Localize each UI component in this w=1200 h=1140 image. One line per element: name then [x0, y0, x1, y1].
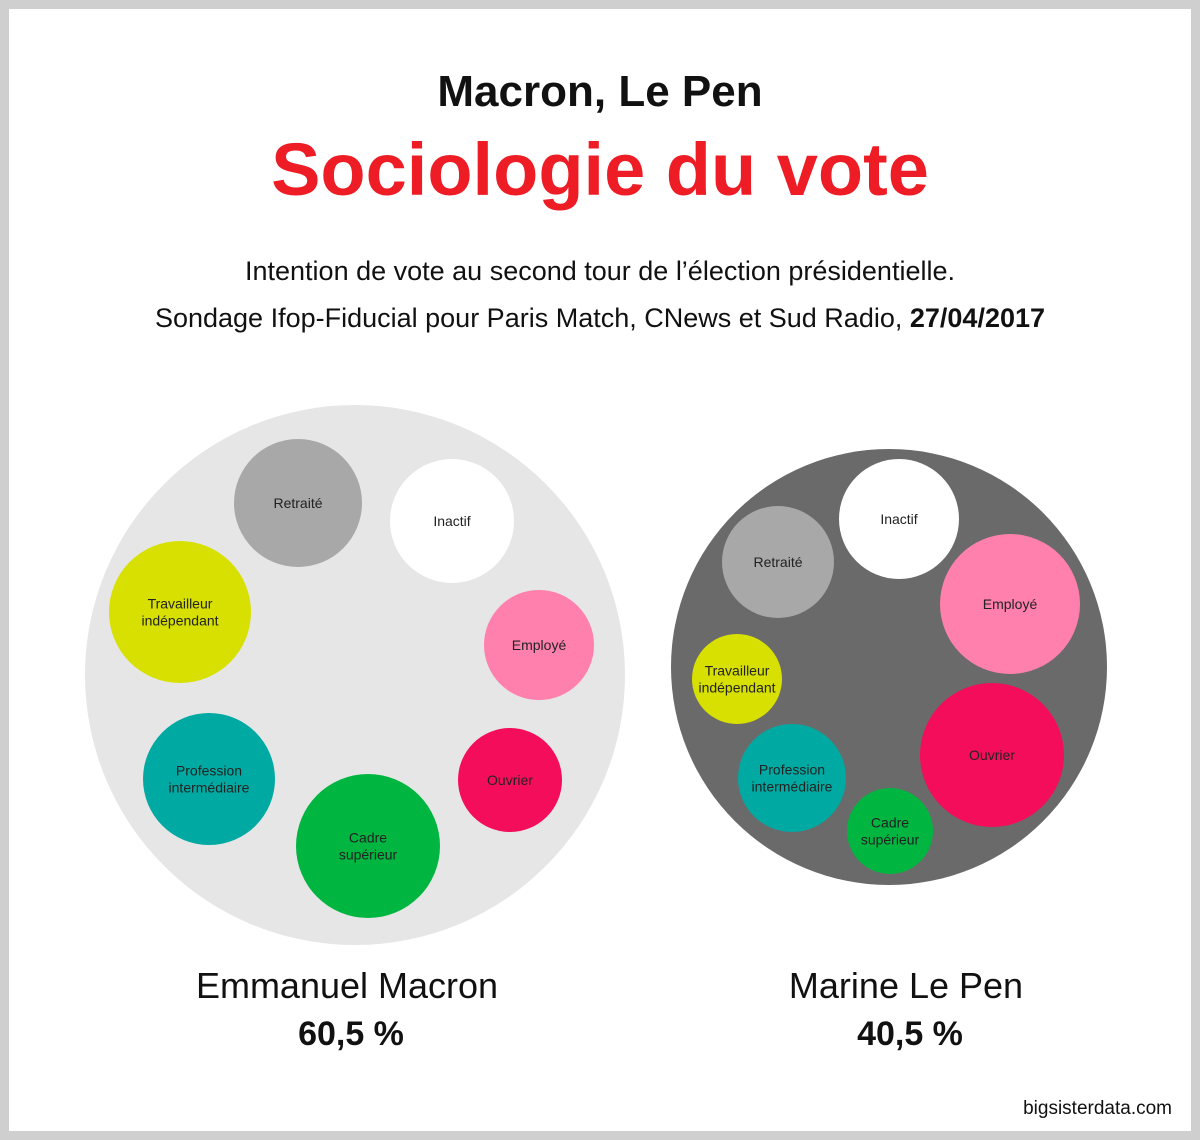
lepen-label-ouvrier: Ouvrier [969, 747, 1015, 763]
macron-bubble-inactif [390, 459, 514, 583]
page-subtitle: Sociologie du vote [271, 128, 929, 211]
macron-label-employe: Employé [512, 637, 567, 653]
lepen-bubble-profession-intermediaire [738, 724, 846, 832]
page-title: Macron, Le Pen [437, 67, 763, 116]
macron-bubble-retraite [234, 439, 362, 567]
macron-label-profession-intermediaire: Profession intermédiaire [169, 763, 250, 796]
macron-bubble-employe [484, 590, 594, 700]
lepen-label-employe: Employé [983, 596, 1038, 612]
description-line-2: Sondage Ifop-Fiducial pour Paris Match, … [0, 301, 1200, 335]
lepen-label-travailleur-independant: Travailleur indépendant [698, 663, 775, 696]
poll-source: Sondage Ifop-Fiducial pour Paris Match, … [154, 303, 903, 333]
poll-date: 27/04/2017 [909, 303, 1046, 333]
macron-label-inactif: Inactif [433, 513, 470, 529]
macron-label-travailleur-independant: Travailleur indépendant [141, 596, 218, 629]
macron-bubble-cadre-superieur [296, 774, 440, 918]
macron-bubble-profession-intermediaire [143, 713, 275, 845]
macron-bubble-ouvrier [458, 728, 562, 832]
lepen-bubble-cadre-superieur [847, 788, 933, 874]
macron-bubble-travailleur-independant [109, 541, 251, 683]
lepen-bubble-retraite [722, 506, 834, 618]
lepen-label-cadre-superieur: Cadre supérieur [861, 815, 920, 848]
macron-label-cadre-superieur: Cadre supérieur [339, 830, 398, 863]
description-line-1: Intention de vote au second tour de l’él… [245, 256, 955, 286]
lepen-bubble-inactif [839, 459, 959, 579]
credit-link[interactable]: bigsisterdata.com [1023, 1098, 1172, 1119]
lepen-bubble-travailleur-independant [692, 634, 782, 724]
macron-label-retraite: Retraité [273, 495, 322, 511]
lepen-bubble-ouvrier [920, 683, 1064, 827]
macron-result: 60,5 % [298, 1015, 404, 1053]
lepen-label-profession-intermediaire: Profession intermédiaire [752, 762, 833, 795]
macron-label-ouvrier: Ouvrier [487, 772, 533, 788]
lepen-bubble-employe [940, 534, 1080, 674]
lepen-result: 40,5 % [857, 1015, 963, 1053]
lepen-label-retraite: Retraité [753, 554, 802, 570]
lepen-name: Marine Le Pen [788, 965, 1024, 1006]
lepen-label-inactif: Inactif [880, 511, 917, 527]
macron-name: Emmanuel Macron [195, 965, 499, 1006]
